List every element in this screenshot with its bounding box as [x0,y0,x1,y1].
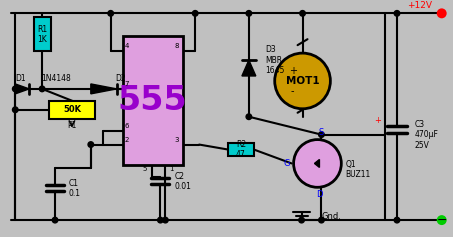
Polygon shape [242,60,256,76]
Polygon shape [15,84,29,94]
Circle shape [394,11,400,16]
Bar [123,36,183,165]
Text: −: − [436,214,447,227]
Circle shape [163,217,168,223]
Text: 6: 6 [125,123,129,129]
Circle shape [394,217,400,223]
Text: 8: 8 [175,43,179,49]
Text: +12V: +12V [407,1,432,10]
Circle shape [300,11,305,16]
Text: D1: D1 [15,74,26,83]
Circle shape [88,142,94,147]
Circle shape [437,215,447,225]
Circle shape [246,11,252,16]
Circle shape [193,11,198,16]
Text: 2: 2 [125,137,129,143]
Circle shape [275,53,330,109]
Circle shape [158,217,163,223]
Text: D2: D2 [116,74,126,83]
Text: C1
0.1: C1 0.1 [69,179,81,198]
Polygon shape [314,160,319,167]
Polygon shape [91,84,117,94]
Text: +: + [289,66,297,76]
Text: Q1
BUZ11: Q1 BUZ11 [345,160,371,179]
Bar [228,143,254,156]
Text: 3: 3 [175,137,179,143]
Bar [49,101,95,119]
Text: 1: 1 [169,166,174,172]
Text: -: - [291,86,294,96]
Text: Gnd.: Gnd. [322,212,341,221]
Text: G: G [283,159,289,168]
Circle shape [294,140,341,187]
Text: +: + [374,116,381,125]
Circle shape [318,217,324,223]
Text: D: D [316,190,323,199]
Text: 1N4148: 1N4148 [41,74,71,83]
Circle shape [108,11,114,16]
Text: 555: 555 [118,84,188,117]
Text: D3
MBR
1645: D3 MBR 1645 [265,45,284,75]
Circle shape [437,8,447,18]
Circle shape [246,114,252,119]
Circle shape [13,107,18,113]
Text: R1
1K: R1 1K [37,24,47,44]
Text: MOT1: MOT1 [286,76,319,86]
Text: P1: P1 [67,121,77,130]
Circle shape [318,132,324,137]
Text: R2
47: R2 47 [236,140,246,159]
Text: 4: 4 [125,43,129,49]
Circle shape [13,86,18,92]
Bar [34,17,51,51]
Text: C2
0.01: C2 0.01 [174,172,191,191]
Circle shape [39,86,45,92]
Text: 7: 7 [125,81,129,87]
Circle shape [299,217,304,223]
Text: 50K: 50K [63,105,81,114]
Text: 5: 5 [142,166,146,172]
Text: C3
470μF
25V: C3 470μF 25V [415,120,439,150]
Text: S: S [319,128,324,137]
Circle shape [52,217,58,223]
